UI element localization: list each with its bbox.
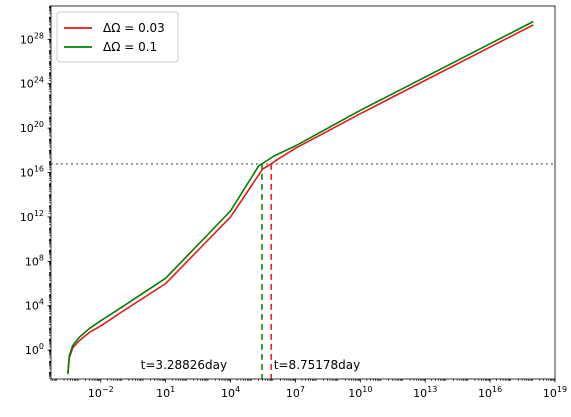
y-tick-label-exponent: 16 — [34, 165, 44, 174]
time-annotation: t=3.28826day — [141, 358, 227, 372]
y-tick-label-base: 10 — [20, 211, 34, 224]
x-tick-label-base: 10 — [348, 387, 362, 400]
y-tick-label-exponent: 0 — [39, 342, 44, 351]
x-tick-label-exponent: 4 — [235, 385, 240, 394]
y-tick-label-base: 10 — [20, 122, 34, 135]
y-tick-label-base: 10 — [20, 78, 34, 91]
x-tick-label: 104 — [221, 385, 240, 400]
axes-frame — [50, 5, 556, 380]
y-tick-label-exponent: 4 — [39, 298, 44, 307]
x-tick-label-exponent: 19 — [557, 385, 567, 394]
x-tick-label: 101 — [156, 385, 175, 400]
y-tick-label: 1028 — [20, 31, 44, 46]
x-tick-label-base: 10 — [543, 387, 557, 400]
x-tick-label-base: 10 — [88, 387, 102, 400]
y-tick-label: 104 — [25, 298, 44, 313]
y-tick-label-exponent: 28 — [34, 31, 44, 40]
x-tick-label-base: 10 — [221, 387, 235, 400]
x-tick-label-base: 10 — [413, 387, 427, 400]
plot-area — [51, 6, 555, 379]
y-tick-label-base: 10 — [25, 300, 39, 313]
y-tick-label-base: 10 — [20, 33, 34, 46]
y-tick-label-exponent: 20 — [34, 120, 44, 129]
x-tick-label: 1013 — [413, 385, 437, 400]
y-tick-label: 1012 — [20, 209, 44, 224]
x-tick-label-exponent: 16 — [492, 385, 502, 394]
x-tick-label-exponent: 10 — [362, 385, 372, 394]
x-tick-label-exponent: −2 — [102, 385, 114, 394]
y-tick-label: 1016 — [20, 165, 44, 180]
series-line-1 — [67, 20, 534, 375]
y-tick-label-exponent: 24 — [34, 76, 44, 85]
y-tick-label-base: 10 — [25, 344, 39, 357]
x-tick-label-base: 10 — [286, 387, 300, 400]
legend-label: ΔΩ = 0.03 — [103, 21, 165, 35]
y-tick-label: 108 — [25, 253, 44, 268]
y-tick-label: 1024 — [20, 76, 44, 91]
legend: ΔΩ = 0.03 ΔΩ = 0.1 — [56, 11, 179, 63]
x-tick-label-exponent: 1 — [170, 385, 175, 394]
x-tick-label-base: 10 — [478, 387, 492, 400]
x-tick-label-base: 10 — [156, 387, 170, 400]
legend-label: ΔΩ = 0.1 — [103, 40, 157, 54]
x-tick-label: 1019 — [543, 385, 567, 400]
x-tick-label: 1010 — [348, 385, 372, 400]
x-tick-label-exponent: 13 — [427, 385, 437, 394]
y-tick-label-base: 10 — [20, 167, 34, 180]
y-tick-label-exponent: 8 — [39, 253, 44, 262]
y-tick-label: 100 — [25, 342, 44, 357]
x-tick-label: 10−2 — [88, 385, 114, 400]
x-tick-label: 107 — [286, 385, 305, 400]
x-tick-label-exponent: 7 — [300, 385, 305, 394]
time-annotation: t=8.75178day — [274, 358, 360, 372]
y-tick-label-exponent: 12 — [34, 209, 44, 218]
series-line-0 — [67, 24, 534, 375]
y-tick-label: 1020 — [20, 120, 44, 135]
x-tick-label: 1016 — [478, 385, 502, 400]
y-tick-label-base: 10 — [25, 255, 39, 268]
legend-box — [56, 11, 179, 63]
